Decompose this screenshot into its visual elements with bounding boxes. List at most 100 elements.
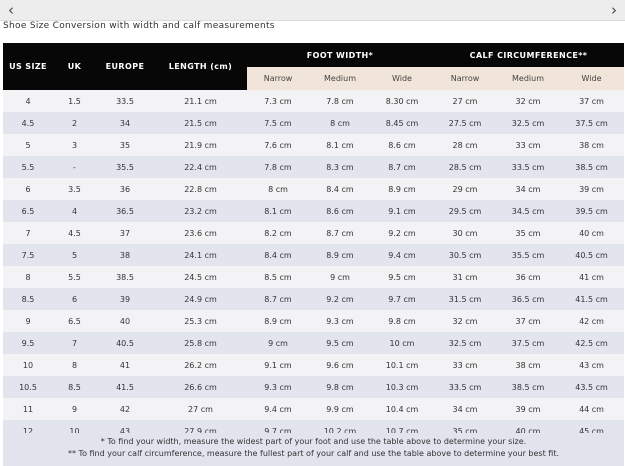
header-calf-circumference: CALF CIRCUMFERENCE** bbox=[433, 43, 625, 67]
cell-width-wide: 9.2 cm bbox=[371, 222, 434, 244]
cell-uk: 9 bbox=[53, 398, 96, 420]
cell-width-wide: 8.45 cm bbox=[371, 112, 434, 134]
subheader-width-narrow: Narrow bbox=[247, 67, 309, 90]
cell-calf-wide: 42 cm bbox=[559, 310, 625, 332]
cell-width-wide: 8.30 cm bbox=[371, 90, 434, 112]
header-foot-width: FOOT WIDTH* bbox=[247, 43, 434, 67]
cell-europe: 35.5 bbox=[96, 156, 154, 178]
cell-width-narrow: 9.4 cm bbox=[247, 398, 309, 420]
cell-us-size: 7.5 bbox=[3, 244, 53, 266]
cell-calf-medium: 33 cm bbox=[497, 134, 560, 156]
cell-calf-wide: 40 cm bbox=[559, 222, 625, 244]
cell-width-wide: 10.1 cm bbox=[371, 354, 434, 376]
cell-calf-medium: 34.5 cm bbox=[497, 200, 560, 222]
cell-calf-narrow: 33.5 cm bbox=[433, 376, 498, 398]
table-row: 6.5 4 36.5 23.2 cm 8.1 cm 8.6 cm 9.1 cm 29.5 cm… bbox=[3, 200, 625, 222]
cell-length: 23.6 cm bbox=[154, 222, 247, 244]
cell-us-size: 4 bbox=[3, 90, 53, 112]
table-row: 5 3 35 21.9 cm 7.6 cm 8.1 cm 8.6 cm 28 cm 33 cm 3… bbox=[3, 134, 625, 156]
cell-width-wide: 10.4 cm bbox=[371, 398, 434, 420]
table-row: 7 4.5 37 23.6 cm 8.2 cm 8.7 cm 9.2 cm 30 cm 35 c… bbox=[3, 222, 625, 244]
cell-europe: 37 bbox=[96, 222, 154, 244]
cell-width-narrow: 8.9 cm bbox=[247, 310, 309, 332]
cell-calf-wide: 43 cm bbox=[559, 354, 625, 376]
cell-width-medium: 8.3 cm bbox=[309, 156, 371, 178]
cell-uk: 2 bbox=[53, 112, 96, 134]
header-europe: EUROPE bbox=[96, 43, 154, 90]
table-row: 9 6.5 40 25.3 cm 8.9 cm 9.3 cm 9.8 cm 32 cm 37 c… bbox=[3, 310, 625, 332]
cell-europe: 40.5 bbox=[96, 332, 154, 354]
cell-width-narrow: 7.5 cm bbox=[247, 112, 309, 134]
cell-width-narrow: 8.7 cm bbox=[247, 288, 309, 310]
header-length: LENGTH (cm) bbox=[154, 43, 247, 90]
table-row: 4 1.5 33.5 21.1 cm 7.3 cm 7.8 cm 8.30 cm 27 cm 3… bbox=[3, 90, 625, 112]
cell-length: 21.1 cm bbox=[154, 90, 247, 112]
cell-width-medium: 9.8 cm bbox=[309, 376, 371, 398]
cell-length: 24.1 cm bbox=[154, 244, 247, 266]
chevron-left-icon[interactable]: ‹ bbox=[8, 1, 14, 19]
cell-width-narrow: 9 cm bbox=[247, 332, 309, 354]
cell-width-narrow: 9.3 cm bbox=[247, 376, 309, 398]
cell-uk: 8 bbox=[53, 354, 96, 376]
cell-europe: 41 bbox=[96, 354, 154, 376]
chevron-right-icon[interactable]: › bbox=[611, 1, 617, 19]
cell-us-size: 8 bbox=[3, 266, 53, 288]
cell-length: 27 cm bbox=[154, 398, 247, 420]
cell-europe: 38 bbox=[96, 244, 154, 266]
cell-width-wide: 9.5 cm bbox=[371, 266, 434, 288]
cell-calf-narrow: 27 cm bbox=[433, 90, 498, 112]
cell-calf-wide: 41 cm bbox=[559, 266, 625, 288]
cell-uk: 4.5 bbox=[53, 222, 96, 244]
cell-width-wide: 9.4 cm bbox=[371, 244, 434, 266]
cell-uk: 3.5 bbox=[53, 178, 96, 200]
cell-uk: 6.5 bbox=[53, 310, 96, 332]
cell-length: 25.8 cm bbox=[154, 332, 247, 354]
table-row: 8 5.5 38.5 24.5 cm 8.5 cm 9 cm 9.5 cm 31 cm 36 c… bbox=[3, 266, 625, 288]
cell-width-narrow: 8.5 cm bbox=[247, 266, 309, 288]
cell-calf-narrow: 28.5 cm bbox=[433, 156, 498, 178]
subheader-calf-medium: Medium bbox=[497, 67, 560, 90]
table-row: 10 8 41 26.2 cm 9.1 cm 9.6 cm 10.1 cm 33 cm 38 c… bbox=[3, 354, 625, 376]
cell-calf-narrow: 27.5 cm bbox=[433, 112, 498, 134]
cell-uk: 5 bbox=[53, 244, 96, 266]
cell-europe: 38.5 bbox=[96, 266, 154, 288]
cell-width-wide: 8.7 cm bbox=[371, 156, 434, 178]
cell-calf-narrow: 32 cm bbox=[433, 310, 498, 332]
cell-calf-medium: 37.5 cm bbox=[497, 332, 560, 354]
cell-width-wide: 9.8 cm bbox=[371, 310, 434, 332]
cell-width-medium: 8.7 cm bbox=[309, 222, 371, 244]
cell-width-narrow: 8.1 cm bbox=[247, 200, 309, 222]
cell-width-wide: 10 cm bbox=[371, 332, 434, 354]
cell-uk: 5.5 bbox=[53, 266, 96, 288]
cell-calf-narrow: 34 cm bbox=[433, 398, 498, 420]
cell-us-size: 4.5 bbox=[3, 112, 53, 134]
cell-uk: 8.5 bbox=[53, 376, 96, 398]
table-row: 9.5 7 40.5 25.8 cm 9 cm 9.5 cm 10 cm 32.5 cm 37.… bbox=[3, 332, 625, 354]
cell-calf-narrow: 30 cm bbox=[433, 222, 498, 244]
footnote-width: * To find your width, measure the widest… bbox=[100, 437, 527, 446]
cell-calf-wide: 37.5 cm bbox=[559, 112, 625, 134]
table-row: 8.5 6 39 24.9 cm 8.7 cm 9.2 cm 9.7 cm 31.5 cm 36… bbox=[3, 288, 625, 310]
table-row: 10.5 8.5 41.5 26.6 cm 9.3 cm 9.8 cm 10.3 cm 33.… bbox=[3, 376, 625, 398]
cell-length: 21.5 cm bbox=[154, 112, 247, 134]
cell-us-size: 9 bbox=[3, 310, 53, 332]
cell-uk: 7 bbox=[53, 332, 96, 354]
subheader-width-wide: Wide bbox=[371, 67, 434, 90]
cell-width-narrow: 8.4 cm bbox=[247, 244, 309, 266]
table-body: 4 1.5 33.5 21.1 cm 7.3 cm 7.8 cm 8.30 cm 27 cm 3… bbox=[3, 90, 625, 442]
cell-calf-medium: 38 cm bbox=[497, 354, 560, 376]
table-row: 6 3.5 36 22.8 cm 8 cm 8.4 cm 8.9 cm 29 cm 34 cm 3… bbox=[3, 178, 625, 200]
cell-europe: 34 bbox=[96, 112, 154, 134]
cell-width-medium: 8.9 cm bbox=[309, 244, 371, 266]
cell-calf-medium: 33.5 cm bbox=[497, 156, 560, 178]
cell-width-medium: 9 cm bbox=[309, 266, 371, 288]
footnote-calf: ** To find your calf circumference, meas… bbox=[68, 449, 559, 458]
cell-calf-medium: 35.5 cm bbox=[497, 244, 560, 266]
footnotes: * To find your width, measure the widest… bbox=[3, 433, 624, 466]
cell-us-size: 5 bbox=[3, 134, 53, 156]
cell-calf-narrow: 33 cm bbox=[433, 354, 498, 376]
cell-width-medium: 8 cm bbox=[309, 112, 371, 134]
cell-width-medium: 9.5 cm bbox=[309, 332, 371, 354]
cell-uk: 6 bbox=[53, 288, 96, 310]
carousel-nav-bar: ‹ › bbox=[0, 0, 625, 21]
